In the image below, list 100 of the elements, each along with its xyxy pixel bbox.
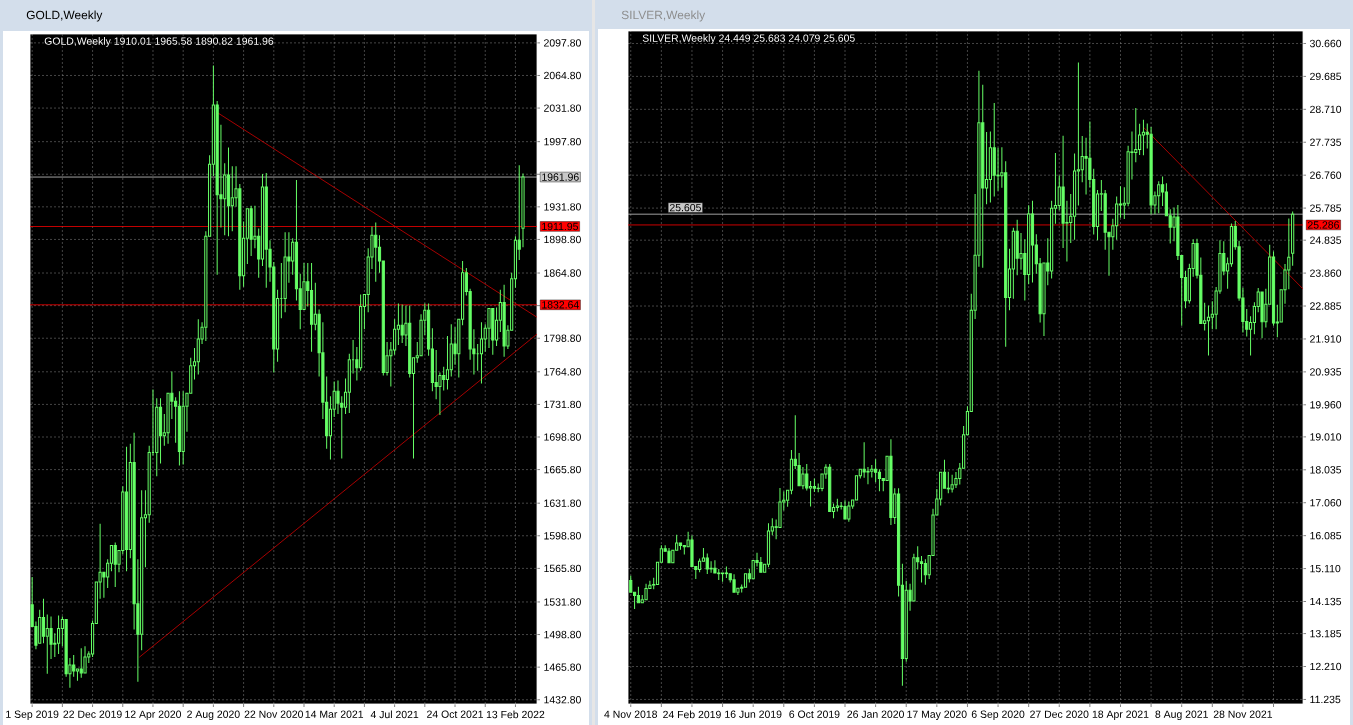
candlestick — [988, 131, 992, 204]
candlestick — [954, 471, 958, 489]
y-tick-label: 1598.80 — [544, 532, 581, 540]
y-tick-label: 2097.80 — [544, 39, 581, 47]
ref-line-label: 1911.95 — [542, 222, 578, 231]
candlestick — [374, 221, 378, 283]
y-tick-label: 16.085 — [1310, 531, 1342, 540]
candlestick — [408, 304, 412, 379]
candlestick — [1138, 123, 1142, 156]
y-tick-label: 1864.80 — [544, 269, 581, 277]
y-tick-label: 29.685 — [1310, 72, 1342, 81]
candlestick — [113, 542, 117, 588]
x-tick-label: 22 Nov 2020 — [244, 710, 304, 718]
candlestick — [283, 231, 287, 313]
candlestick — [359, 294, 363, 372]
y-tick-label: 1665.80 — [544, 465, 581, 474]
y-tick-label: 2064.80 — [544, 71, 581, 80]
x-tick-label: 8 Aug 2021 — [1155, 710, 1208, 720]
y-tick-label: 1531.80 — [544, 598, 581, 606]
chart-title: GOLD,Weekly — [26, 10, 103, 22]
x-tick-label: 24 Feb 2019 — [663, 710, 721, 719]
candlestick — [1004, 160, 1008, 348]
ref-line-label: 1961.96 — [542, 173, 579, 181]
x-tick-label: 17 May 2020 — [907, 710, 967, 720]
x-tick-label: 4 Nov 2018 — [604, 710, 658, 718]
candlestick — [678, 542, 683, 551]
y-tick-label: 23.860 — [1310, 269, 1342, 277]
x-tick-label: 2 Aug 2020 — [187, 710, 240, 720]
candlestick — [923, 558, 927, 586]
candlestick — [1011, 227, 1015, 300]
x-tick-label: 14 Mar 2021 — [305, 710, 364, 718]
y-tick-label: 1931.80 — [544, 203, 581, 211]
candlestick — [889, 438, 893, 526]
y-tick-label: 26.760 — [1310, 171, 1342, 179]
candlestick — [264, 172, 268, 289]
y-tick-label: 27.735 — [1310, 138, 1342, 146]
candlestick — [759, 556, 763, 573]
candlestick — [732, 573, 736, 593]
y-tick-label: 30.660 — [1309, 39, 1342, 48]
y-tick-label: 1997.80 — [544, 137, 581, 146]
candlestick — [778, 487, 782, 528]
candlestick — [996, 147, 1000, 192]
candlestick — [434, 349, 438, 400]
x-tick-label: 18 Apr 2021 — [1092, 710, 1149, 720]
candlestick — [709, 560, 713, 574]
candlestick — [181, 390, 185, 465]
candlestick — [828, 463, 832, 513]
y-tick-label: 25.785 — [1310, 204, 1342, 212]
candlestick — [843, 499, 847, 520]
x-tick-label: 26 Jan 2020 — [847, 710, 904, 718]
candlestick — [53, 632, 57, 658]
y-tick-label: 17.060 — [1310, 499, 1342, 507]
candlestick — [226, 146, 231, 237]
x-tick-label: 6 Oct 2019 — [789, 710, 840, 718]
ref-line-label: 25.286 — [1307, 221, 1339, 229]
candlestick — [667, 547, 671, 564]
candlestick — [644, 583, 648, 601]
y-tick-label: 22.885 — [1310, 302, 1342, 310]
candlestick — [1287, 217, 1291, 290]
candlestick — [950, 474, 954, 494]
y-tick-label: 1898.80 — [544, 235, 581, 244]
y-tick-label: 18.035 — [1310, 466, 1342, 474]
y-tick-label: 1798.80 — [544, 334, 581, 342]
candlestick — [419, 313, 423, 357]
candlestick — [64, 619, 68, 678]
x-tick-label: 12 Apr 2020 — [125, 710, 182, 720]
candlestick — [1134, 107, 1138, 163]
candlestick — [1019, 232, 1023, 271]
candlestick — [1126, 145, 1130, 207]
chart-title: SILVER,Weekly — [621, 10, 706, 22]
candlestick — [1260, 291, 1264, 339]
candlestick — [713, 559, 717, 574]
candlestick — [491, 307, 495, 356]
candlestick — [1015, 219, 1019, 276]
candlestick — [690, 534, 694, 568]
candlestick — [862, 441, 866, 479]
candlestick — [866, 466, 870, 485]
candlestick — [487, 307, 491, 349]
y-tick-label: 1698.80 — [544, 433, 581, 441]
x-tick-label: 13 Feb 2022 — [486, 710, 545, 719]
candlestick — [196, 318, 200, 376]
candlestick — [336, 380, 340, 415]
candlestick — [502, 284, 506, 358]
chart-subtitle: GOLD,Weekly 1910.01 1965.58 1890.82 1961.96 — [44, 37, 274, 47]
y-tick-label: 19.960 — [1310, 401, 1342, 409]
candlestick — [230, 165, 234, 232]
y-tick-label: 13.185 — [1310, 629, 1342, 638]
candlestick — [801, 466, 805, 490]
candlestick — [874, 458, 878, 483]
y-tick-label: 1432.80 — [544, 696, 581, 704]
y-tick-label: 1731.80 — [544, 400, 581, 409]
candlestick — [1061, 135, 1065, 249]
x-tick-label: 4 Jul 2021 — [370, 710, 419, 719]
y-tick-label: 15.110 — [1310, 564, 1341, 573]
candlestick — [340, 395, 344, 460]
y-tick-label: 1764.80 — [544, 368, 581, 376]
y-tick-label: 11.235 — [1310, 695, 1341, 704]
y-tick-label: 1631.80 — [544, 499, 581, 507]
candlestick — [720, 572, 725, 583]
candlestick — [877, 468, 882, 492]
